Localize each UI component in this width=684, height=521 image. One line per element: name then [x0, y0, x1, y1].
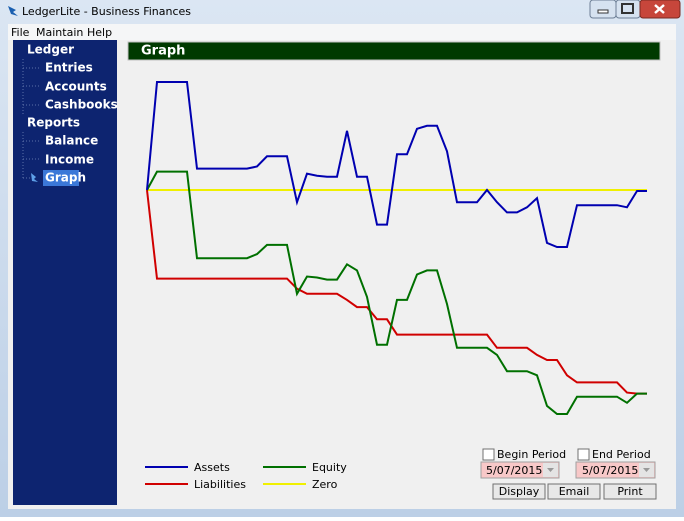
data-line: [146, 189, 647, 395]
nav-item[interactable]: Entries: [45, 61, 93, 75]
nav-item[interactable]: Income: [45, 153, 94, 167]
data-line: [146, 170, 647, 415]
header-title: Graph: [141, 44, 185, 59]
nav-item[interactable]: Cashbooks: [45, 98, 118, 112]
data-line: [146, 81, 647, 248]
client-area: [8, 24, 676, 509]
checkbox-label: End Period: [592, 448, 651, 461]
date-input[interactable]: [480, 461, 560, 479]
header-bar: [127, 41, 661, 61]
nav-item[interactable]: Balance: [45, 134, 98, 148]
window-title: LedgerLite - Business Finances: [22, 5, 191, 18]
dropdown-arrow: [547, 468, 554, 472]
menu-item[interactable]: Maintain: [36, 26, 83, 39]
legend-label: Assets: [194, 461, 230, 474]
legend: Assets Liabilities Equity Zero: [145, 461, 347, 491]
chart: [146, 81, 647, 415]
nav-panel: [13, 40, 117, 505]
nav-item[interactable]: Accounts: [45, 80, 107, 94]
button-label: Email: [559, 485, 590, 498]
dropdown-arrow: [643, 468, 650, 472]
selected-icon: [31, 173, 38, 182]
legend-label: Zero: [312, 478, 338, 491]
date-text: 5/07/2015: [582, 464, 638, 477]
maximize-button[interactable]: [615, 0, 641, 19]
menu-item[interactable]: File: [11, 26, 30, 39]
date-text: 5/07/2015: [486, 464, 542, 477]
selection-highlight: [43, 170, 79, 186]
nav-item-selected[interactable]: Graph: [45, 171, 86, 185]
nav-group[interactable]: Reports: [27, 116, 80, 130]
app-icon: [8, 6, 18, 16]
menu-item[interactable]: Help: [87, 26, 112, 39]
tree-lines: [22, 59, 39, 179]
minimize-icon: [597, 9, 609, 14]
legend-label: Equity: [312, 461, 347, 474]
button-label: Print: [617, 485, 643, 498]
button[interactable]: [603, 483, 657, 500]
nav-group[interactable]: Ledger: [27, 43, 74, 57]
checkbox[interactable]: [482, 448, 495, 461]
button[interactable]: [492, 483, 546, 500]
close-icon: [654, 4, 665, 14]
menu-bar: [8, 24, 676, 40]
maximize-icon: [621, 3, 634, 14]
minimize-button[interactable]: [589, 0, 617, 19]
button[interactable]: [547, 483, 601, 500]
legend-label: Liabilities: [194, 478, 246, 491]
checkbox[interactable]: [577, 448, 590, 461]
checkbox-label: Begin Period: [497, 448, 566, 461]
button-label: Display: [499, 485, 540, 498]
date-input[interactable]: [575, 461, 656, 479]
